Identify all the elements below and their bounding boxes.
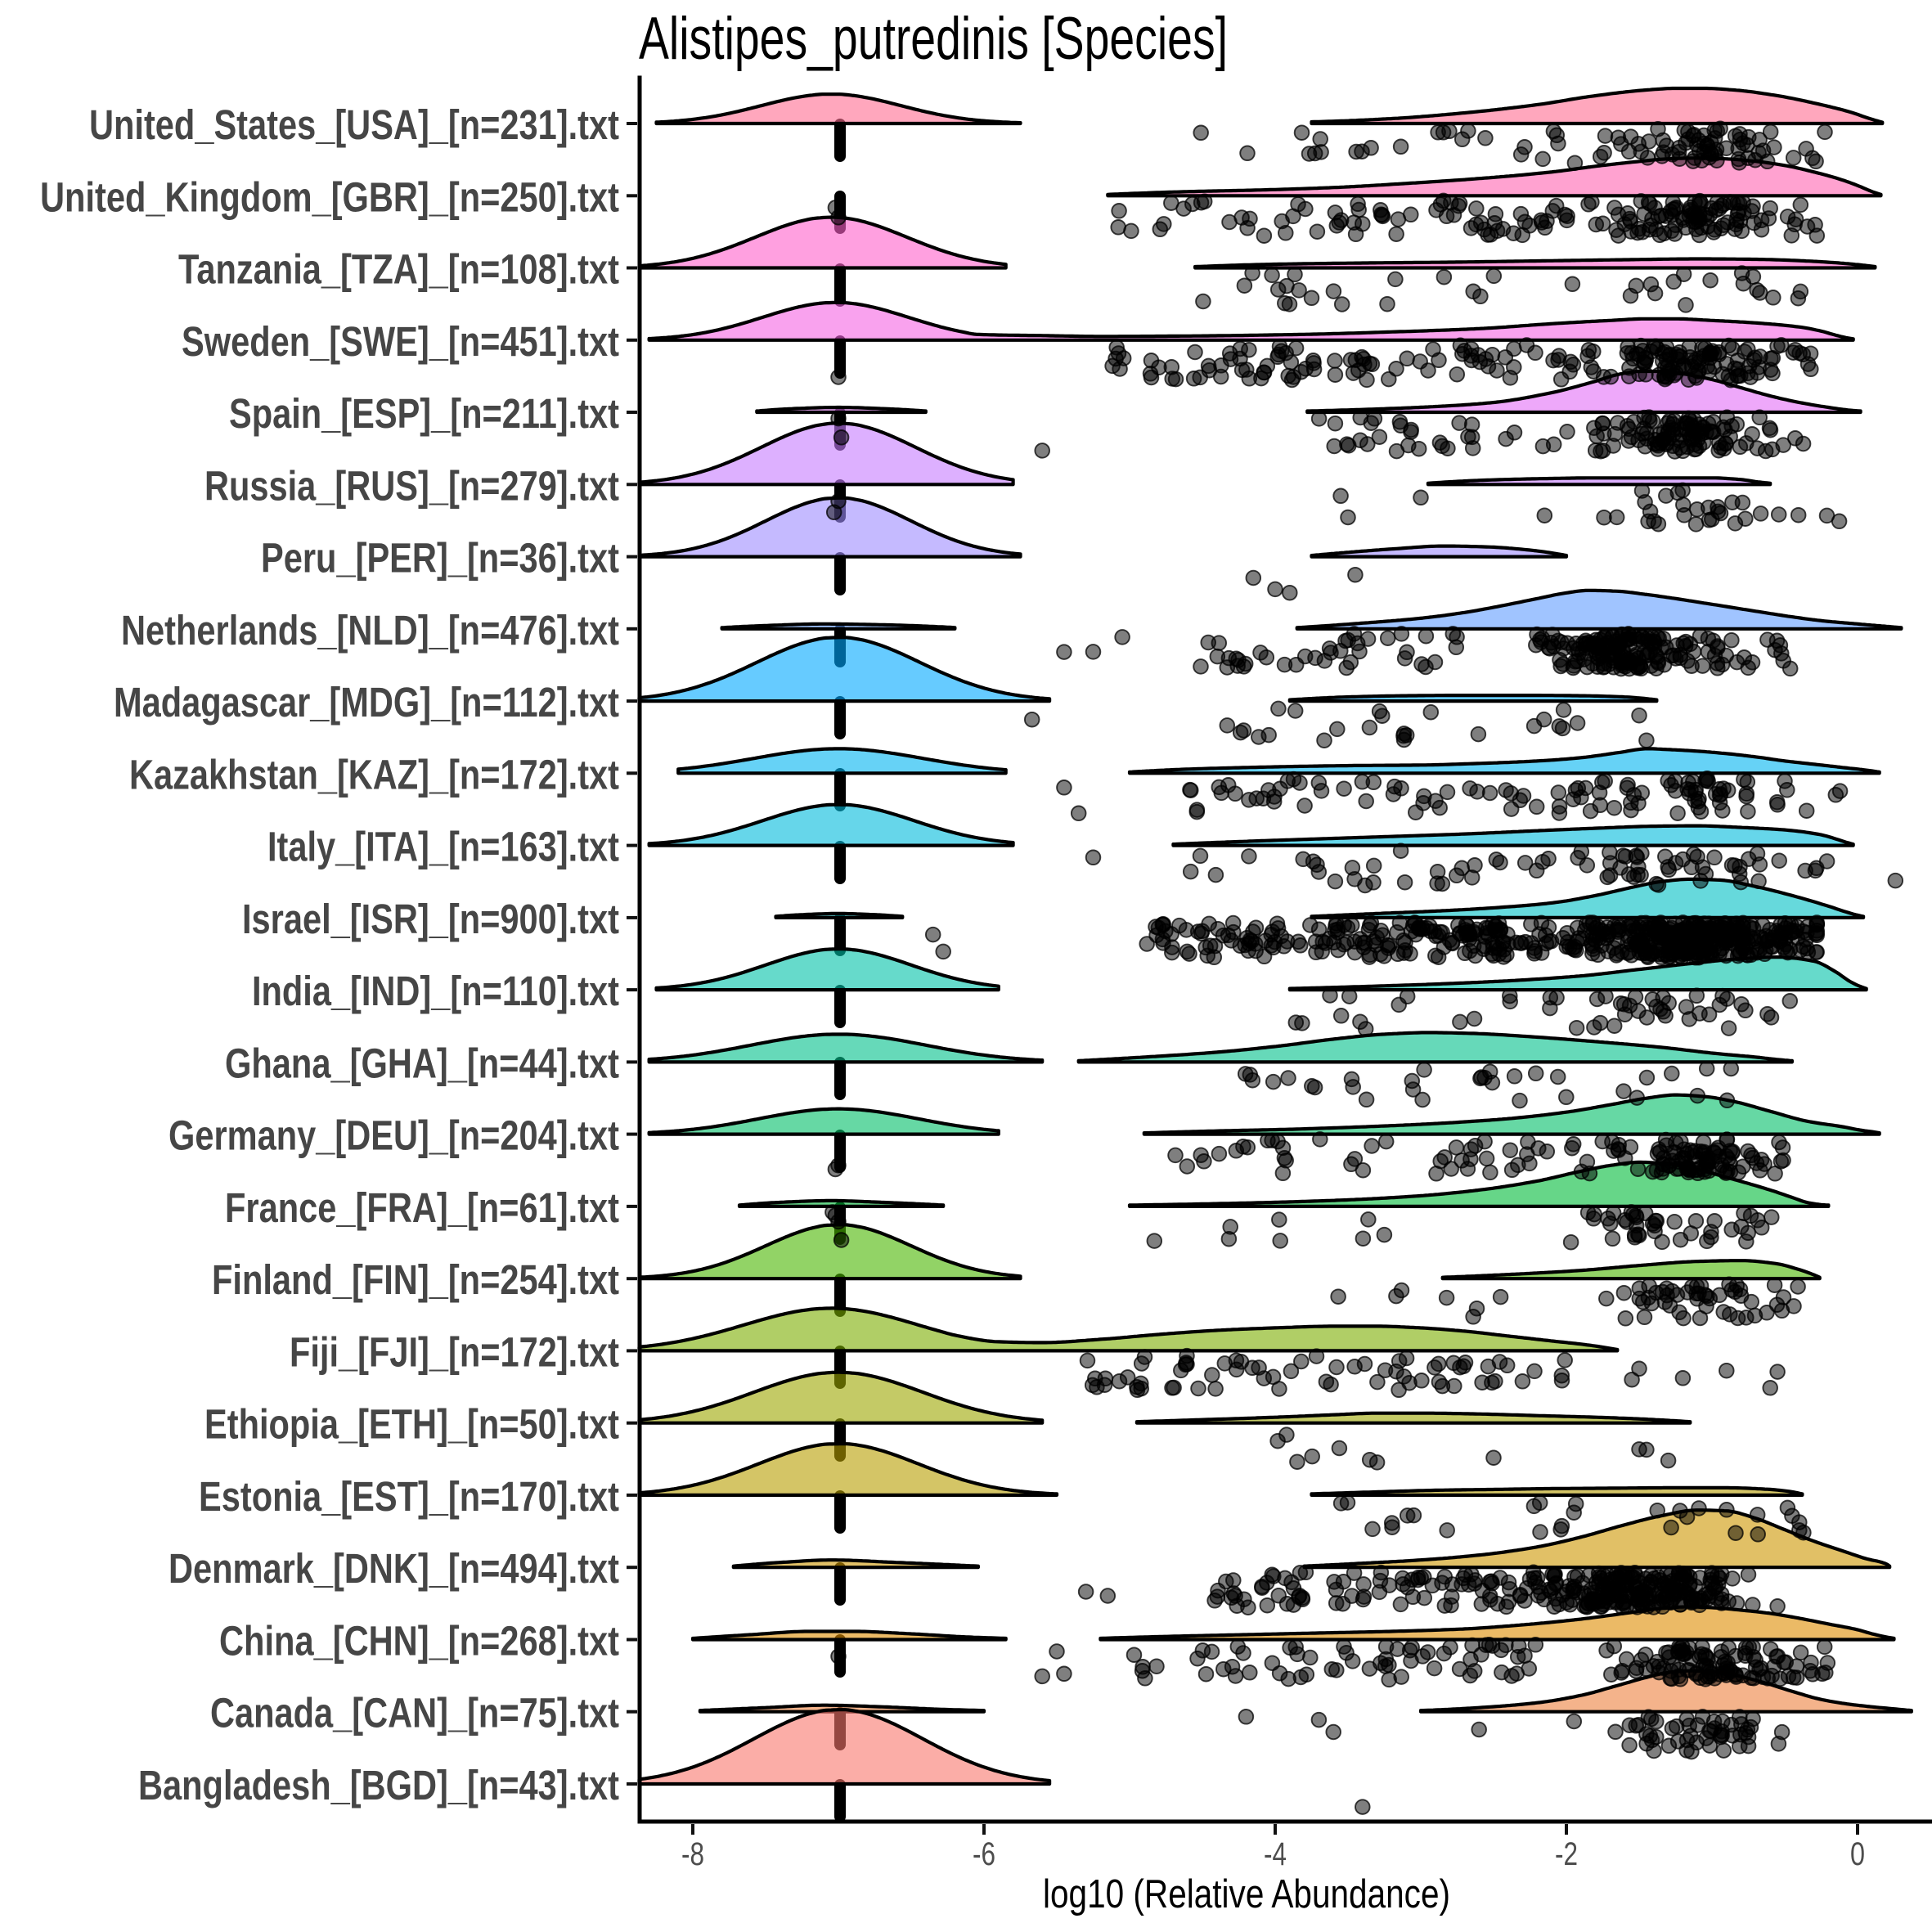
svg-text:Italy_[ITA]_[n=163].txt: Italy_[ITA]_[n=163].txt <box>267 824 619 870</box>
svg-text:-4: -4 <box>1264 1836 1287 1872</box>
svg-text:Denmark_[DNK]_[n=494].txt: Denmark_[DNK]_[n=494].txt <box>168 1545 619 1592</box>
svg-text:-6: -6 <box>973 1836 995 1872</box>
svg-text:Netherlands_[NLD]_[n=476].txt: Netherlands_[NLD]_[n=476].txt <box>121 607 619 654</box>
svg-text:Germany_[DEU]_[n=204].txt: Germany_[DEU]_[n=204].txt <box>168 1112 619 1159</box>
svg-text:United_States_[USA]_[n=231].tx: United_States_[USA]_[n=231].txt <box>89 101 619 148</box>
svg-text:0: 0 <box>1850 1836 1865 1872</box>
svg-text:Spain_[ESP]_[n=211].txt: Spain_[ESP]_[n=211].txt <box>229 390 619 437</box>
svg-text:Russia_[RUS]_[n=279].txt: Russia_[RUS]_[n=279].txt <box>204 462 619 509</box>
svg-text:United_Kingdom_[GBR]_[n=250].t: United_Kingdom_[GBR]_[n=250].txt <box>40 173 619 220</box>
svg-text:Kazakhstan_[KAZ]_[n=172].txt: Kazakhstan_[KAZ]_[n=172].txt <box>129 751 619 798</box>
svg-text:Finland_[FIN]_[n=254].txt: Finland_[FIN]_[n=254].txt <box>212 1256 619 1303</box>
svg-text:Israel_[ISR]_[n=900].txt: Israel_[ISR]_[n=900].txt <box>242 896 619 942</box>
svg-text:log10 (Relative Abundance): log10 (Relative Abundance) <box>1043 1872 1450 1916</box>
svg-text:India_[IND]_[n=110].txt: India_[IND]_[n=110].txt <box>252 968 619 1014</box>
svg-text:Estonia_[EST]_[n=170].txt: Estonia_[EST]_[n=170].txt <box>199 1473 619 1520</box>
svg-text:-2: -2 <box>1555 1836 1578 1872</box>
svg-text:Canada_[CAN]_[n=75].txt: Canada_[CAN]_[n=75].txt <box>210 1690 619 1737</box>
svg-text:Madagascar_[MDG]_[n=112].txt: Madagascar_[MDG]_[n=112].txt <box>114 679 619 726</box>
svg-text:China_[CHN]_[n=268].txt: China_[CHN]_[n=268].txt <box>219 1618 619 1665</box>
svg-text:Peru_[PER]_[n=36].txt: Peru_[PER]_[n=36].txt <box>261 535 619 582</box>
svg-text:Bangladesh_[BGD]_[n=43].txt: Bangladesh_[BGD]_[n=43].txt <box>138 1762 619 1808</box>
svg-text:Alistipes_putredinis [Species]: Alistipes_putredinis [Species] <box>639 6 1228 72</box>
svg-text:Tanzania_[TZA]_[n=108].txt: Tanzania_[TZA]_[n=108].txt <box>178 246 619 293</box>
svg-text:-8: -8 <box>681 1836 704 1872</box>
svg-text:Sweden_[SWE]_[n=451].txt: Sweden_[SWE]_[n=451].txt <box>182 318 619 365</box>
svg-text:France_[FRA]_[n=61].txt: France_[FRA]_[n=61].txt <box>225 1184 619 1231</box>
svg-text:Ethiopia_[ETH]_[n=50].txt: Ethiopia_[ETH]_[n=50].txt <box>204 1401 619 1448</box>
svg-text:Ghana_[GHA]_[n=44].txt: Ghana_[GHA]_[n=44].txt <box>225 1040 619 1086</box>
svg-text:Fiji_[FJI]_[n=172].txt: Fiji_[FJI]_[n=172].txt <box>290 1328 619 1375</box>
